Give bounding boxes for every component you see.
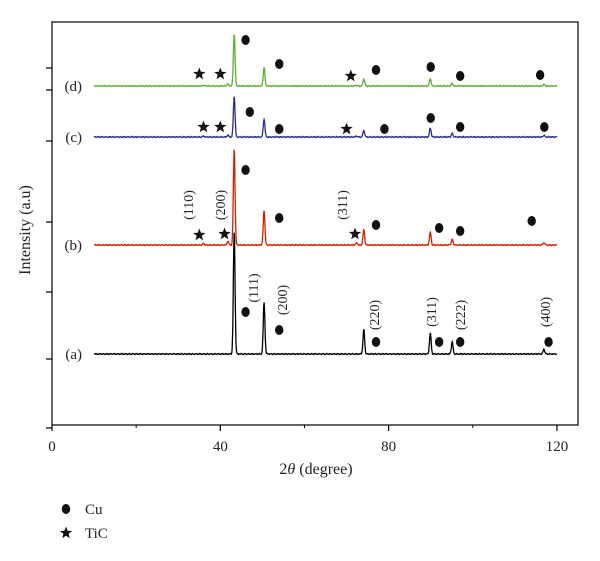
cu-legend-icon bbox=[61, 504, 71, 514]
peak-label: (110) bbox=[182, 190, 197, 220]
legend-label-tic: TiC bbox=[85, 526, 108, 542]
tic-star-marker bbox=[218, 227, 231, 240]
cu-circle-marker bbox=[434, 337, 444, 347]
cu-circle-marker bbox=[245, 107, 254, 117]
cu-circle-marker bbox=[426, 113, 435, 123]
peak-label: (311) bbox=[336, 190, 351, 220]
cu-circle-marker bbox=[527, 216, 536, 226]
peak-label: (111) bbox=[247, 273, 262, 303]
cu-circle-marker bbox=[380, 124, 389, 134]
y-axis-title: Intensity (a.u) bbox=[17, 185, 34, 275]
tic-star-marker bbox=[348, 227, 362, 240]
x-tick-label: 120 bbox=[546, 439, 569, 455]
cu-circle-marker bbox=[455, 122, 465, 132]
tic-legend-icon bbox=[59, 526, 73, 539]
trace-b bbox=[93, 149, 558, 247]
cu-circle-marker bbox=[275, 124, 284, 134]
peak-label: (311) bbox=[425, 297, 440, 327]
peak-label: (200) bbox=[214, 190, 229, 221]
cu-circle-marker bbox=[371, 337, 381, 347]
trace-c bbox=[93, 96, 558, 139]
plot-border bbox=[51, 21, 579, 426]
tic-star-marker bbox=[193, 228, 206, 241]
cu-circle-marker bbox=[426, 62, 435, 72]
legend-label-cu: Cu bbox=[85, 502, 103, 518]
x-tick-label: 0 bbox=[48, 439, 56, 455]
cu-circle-marker bbox=[455, 71, 465, 81]
x-axis-title: 2θ (degree) bbox=[279, 461, 352, 478]
trace-label: (d) bbox=[65, 79, 83, 95]
phase-markers bbox=[193, 35, 553, 347]
cu-circle-marker bbox=[544, 337, 553, 347]
cu-circle-marker bbox=[275, 213, 284, 223]
cu-circle-marker bbox=[275, 59, 284, 69]
peak-label: (200) bbox=[276, 285, 291, 316]
tic-star-marker bbox=[340, 122, 353, 135]
cu-circle-marker bbox=[371, 65, 381, 75]
y-axis-ticks bbox=[46, 67, 52, 429]
x-tick-label: 80 bbox=[381, 439, 396, 455]
peak-label: (222) bbox=[454, 300, 469, 331]
trace-label: (a) bbox=[65, 347, 82, 363]
trace-d bbox=[93, 34, 558, 88]
tic-star-marker bbox=[197, 120, 210, 133]
tic-star-marker bbox=[344, 69, 357, 82]
plot-frame bbox=[51, 21, 579, 426]
trace-label: (b) bbox=[65, 238, 83, 254]
trace-a bbox=[93, 232, 558, 356]
tic-star-marker bbox=[214, 67, 227, 80]
tic-star-marker bbox=[193, 67, 206, 80]
trace-label: (c) bbox=[65, 130, 82, 146]
cu-circle-marker bbox=[275, 325, 284, 335]
cu-circle-marker bbox=[241, 307, 250, 317]
cu-circle-marker bbox=[241, 165, 250, 175]
legend: Cu TiC bbox=[59, 502, 108, 542]
cu-circle-marker bbox=[371, 220, 381, 230]
cu-circle-marker bbox=[241, 35, 250, 45]
peak-label: (220) bbox=[368, 300, 383, 331]
tic-star-marker bbox=[214, 120, 227, 133]
cu-circle-marker bbox=[540, 122, 549, 132]
diffraction-traces: (a) (b) (c) (d) bbox=[65, 34, 558, 363]
cu-circle-marker bbox=[455, 226, 465, 236]
peak-label: (400) bbox=[539, 297, 554, 328]
x-tick-label: 40 bbox=[213, 439, 228, 455]
cu-circle-marker bbox=[434, 223, 444, 233]
cu-circle-marker bbox=[535, 70, 545, 80]
peak-labels: (111) (200) (220) (311) (222) (400) (110) (200)… bbox=[182, 190, 554, 331]
cu-circle-marker bbox=[455, 337, 465, 347]
x-axis-ticks: 0 40 80 120 bbox=[48, 425, 568, 455]
